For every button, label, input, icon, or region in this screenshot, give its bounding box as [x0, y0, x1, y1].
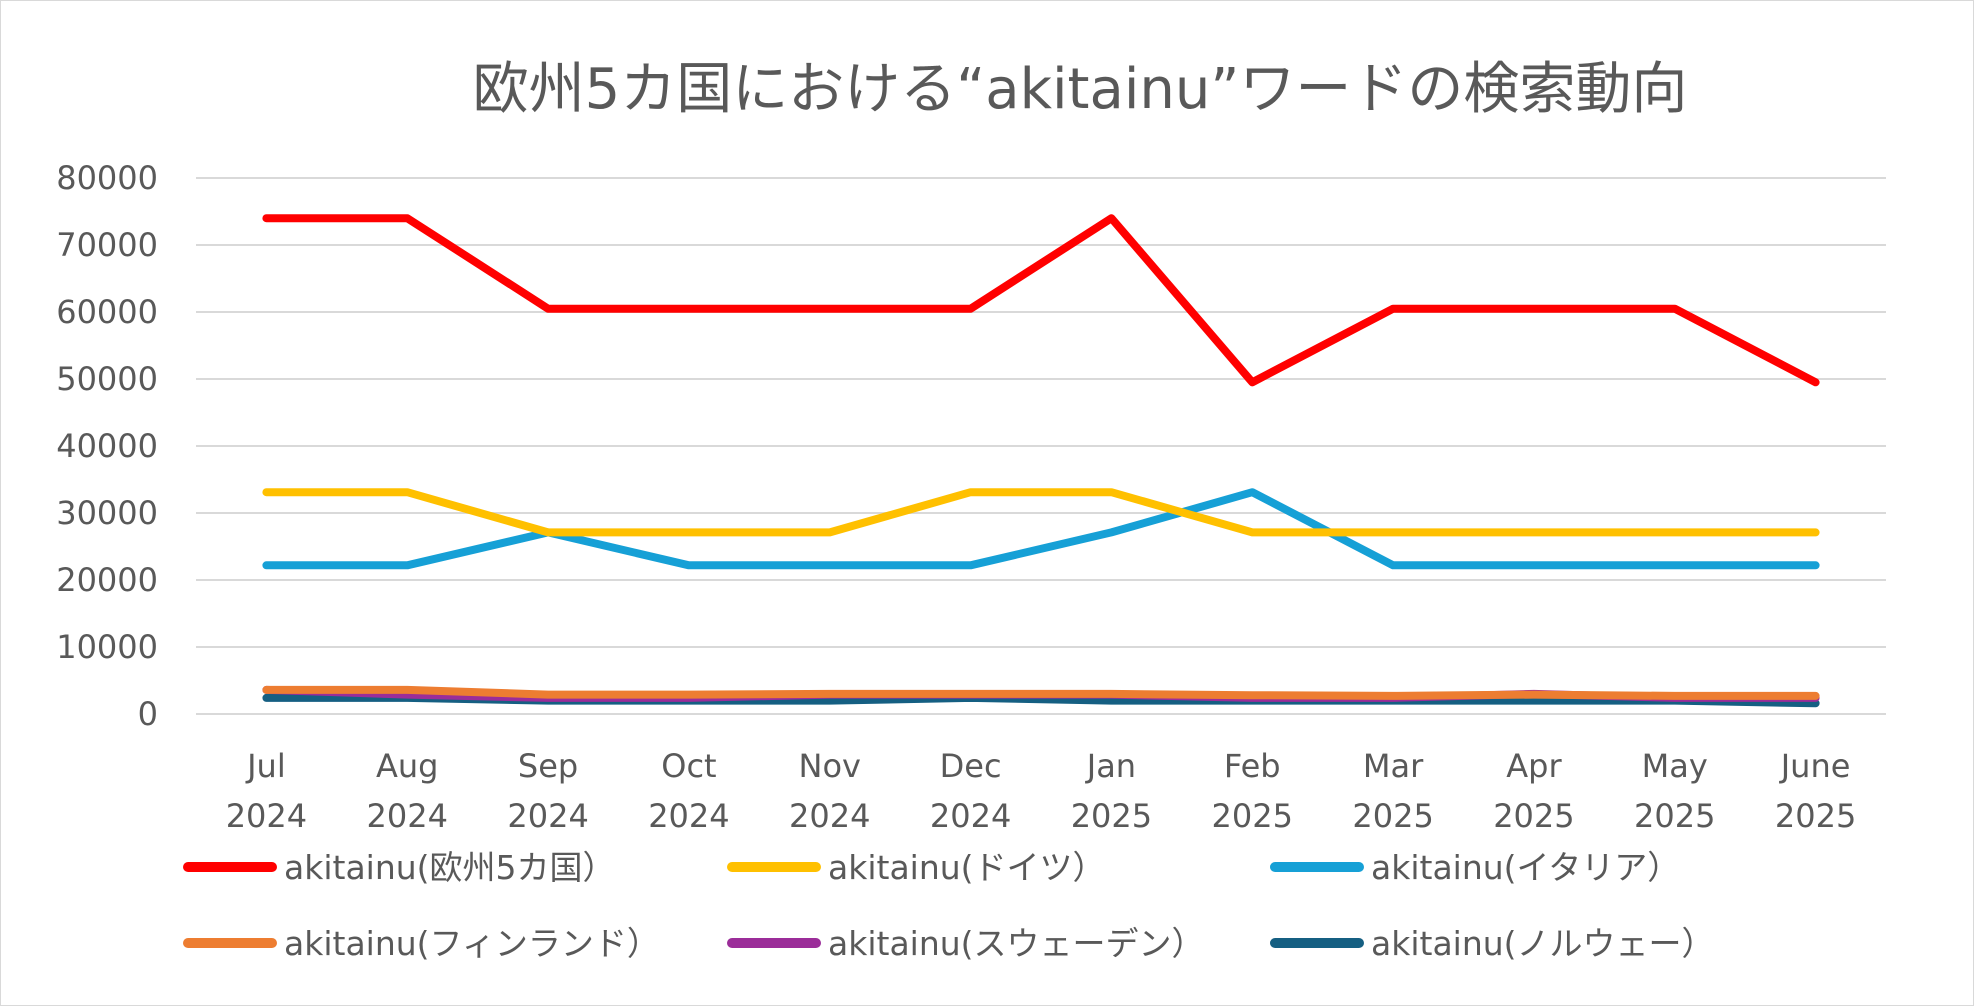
legend-label: akitainu(ノルウェー）	[1371, 924, 1715, 963]
y-tick-label: 0	[138, 695, 158, 733]
x-tick-month: Feb	[1224, 747, 1281, 785]
x-tick-month: Aug	[376, 747, 438, 785]
legend-label: akitainu(スウェーデン）	[828, 924, 1205, 963]
x-tick-month: May	[1642, 747, 1708, 785]
legend-label: akitainu(フィンランド）	[284, 924, 660, 963]
x-tick-month: Apr	[1506, 747, 1562, 785]
y-axis-ticks: 0 10000 20000 30000 40000 50000 60000 70000 8000…	[56, 159, 158, 733]
x-tick-year: 2024	[507, 797, 588, 835]
x-tick-year: 2025	[1352, 797, 1433, 835]
series-line-0	[262, 214, 1820, 387]
y-tick-label: 70000	[56, 226, 158, 264]
x-tick-year: 2024	[789, 797, 870, 835]
x-tick-month: Jul	[245, 747, 286, 785]
series-line-3	[262, 685, 1820, 700]
y-tick-label: 30000	[56, 494, 158, 532]
legend-item-2: akitainu(イタリア）	[1270, 848, 1680, 887]
x-tick-month: Mar	[1363, 747, 1424, 785]
legend-label: akitainu(欧州5カ国）	[284, 848, 616, 887]
gridlines	[196, 177, 1886, 715]
legend-item-4: akitainu(スウェーデン）	[727, 924, 1205, 963]
x-tick-month: Dec	[940, 747, 1002, 785]
x-tick-year: 2024	[648, 797, 729, 835]
y-tick-label: 10000	[56, 628, 158, 666]
x-tick-year: 2025	[1775, 797, 1856, 835]
x-tick-year: 2024	[930, 797, 1011, 835]
series-lines	[262, 214, 1820, 708]
y-tick-label: 60000	[56, 293, 158, 331]
y-tick-label: 40000	[56, 427, 158, 465]
legend: akitainu(欧州5カ国） akitainu(ドイツ） akitainu(イタリ…	[183, 848, 1715, 963]
legend-item-3: akitainu(フィンランド）	[183, 924, 660, 963]
x-tick-month: Sep	[518, 747, 578, 785]
legend-item-0: akitainu(欧州5カ国）	[183, 848, 616, 887]
legend-label: akitainu(イタリア）	[1371, 848, 1680, 887]
chart-title: 欧州5カ国における“akitainu”ワードの検索動向	[473, 57, 1688, 122]
y-tick-label: 20000	[56, 561, 158, 599]
x-tick-year: 2024	[226, 797, 307, 835]
series-line-1	[262, 488, 1820, 537]
x-tick-month: Nov	[799, 747, 861, 785]
y-tick-label: 50000	[56, 360, 158, 398]
x-tick-year: 2024	[367, 797, 448, 835]
x-tick-year: 2025	[1212, 797, 1293, 835]
legend-label: akitainu(ドイツ）	[828, 848, 1106, 887]
legend-item-1: akitainu(ドイツ）	[727, 848, 1106, 887]
y-tick-label: 80000	[56, 159, 158, 197]
x-tick-year: 2025	[1071, 797, 1152, 835]
legend-item-5: akitainu(ノルウェー）	[1270, 924, 1715, 963]
x-tick-year: 2025	[1634, 797, 1715, 835]
x-tick-month: Jan	[1085, 747, 1136, 785]
x-tick-year: 2025	[1493, 797, 1574, 835]
series-line-2	[262, 488, 1820, 570]
x-axis-ticks: Jul 2024 Aug 2024 Sep 2024 Oct 2024 Nov 2024 Dec 20…	[226, 747, 1857, 835]
x-tick-month: June	[1779, 747, 1851, 785]
x-tick-month: Oct	[661, 747, 716, 785]
